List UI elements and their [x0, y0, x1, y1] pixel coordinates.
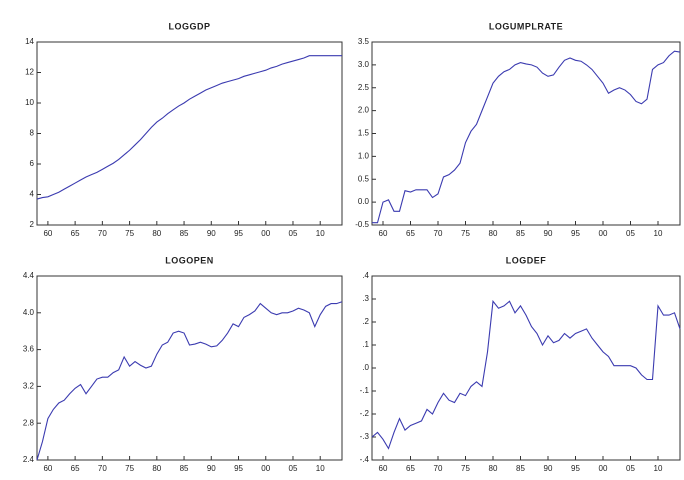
x-tick-label: 70: [434, 229, 443, 238]
x-tick-label: 85: [180, 229, 189, 238]
data-line: [371, 299, 681, 450]
chart-title: LOGUMPLRATE: [489, 21, 563, 31]
x-tick-label: 60: [43, 229, 52, 238]
y-tick-label: 2: [30, 220, 35, 229]
x-tick-label: 65: [71, 229, 80, 238]
x-tick-label: 85: [180, 464, 189, 473]
x-tick-label: 90: [544, 464, 553, 473]
data-line: [372, 50, 681, 224]
y-tick-label: 2.8: [23, 418, 35, 427]
y-tick-label: 4.4: [23, 271, 35, 280]
x-tick-label: 05: [626, 229, 635, 238]
x-tick-label: 10: [654, 229, 663, 238]
y-tick-label: 10: [25, 98, 34, 107]
x-tick-label: 00: [261, 229, 270, 238]
x-tick-label: 65: [406, 229, 415, 238]
y-tick-label: 4: [30, 190, 35, 199]
x-tick-label: 05: [626, 464, 635, 473]
plot-frame: [371, 275, 681, 461]
x-tick-label: 80: [152, 229, 161, 238]
x-tick-label: 10: [316, 229, 325, 238]
y-tick-label: 2.0: [358, 106, 370, 115]
x-tick-label: 05: [289, 229, 298, 238]
y-tick-label: 3.5: [358, 37, 370, 46]
y-tick-label: 1.5: [358, 129, 370, 138]
x-tick-label: 75: [461, 229, 470, 238]
x-tick-label: 95: [234, 464, 243, 473]
y-tick-label: 2.4: [23, 455, 35, 464]
plot-frame: [36, 275, 343, 461]
data-line: [36, 55, 342, 200]
y-tick-label: .1: [362, 340, 369, 349]
x-tick-label: 00: [599, 229, 608, 238]
x-tick-label: 85: [516, 464, 525, 473]
y-tick-label: -.4: [360, 455, 370, 464]
x-tick-label: 60: [379, 229, 388, 238]
y-tick-label: 4.0: [23, 308, 35, 317]
x-tick-label: 95: [571, 464, 580, 473]
chart-title: LOGOPEN: [165, 255, 214, 265]
chart-title: LOGGDP: [168, 21, 210, 31]
x-tick-label: 60: [379, 464, 388, 473]
x-tick-label: 90: [207, 464, 216, 473]
y-tick-label: -.2: [360, 409, 370, 418]
x-tick-label: 75: [461, 464, 470, 473]
x-tick-label: 00: [261, 464, 270, 473]
y-tick-label: .4: [362, 271, 369, 280]
y-tick-label: -.1: [360, 386, 370, 395]
x-tick-label: 95: [234, 229, 243, 238]
x-tick-label: 70: [434, 464, 443, 473]
y-tick-label: 12: [25, 68, 34, 77]
y-tick-label: .3: [362, 294, 369, 303]
y-tick-label: 3.2: [23, 382, 35, 391]
x-tick-label: 60: [43, 464, 52, 473]
y-tick-label: .2: [362, 317, 369, 326]
x-tick-label: 65: [406, 464, 415, 473]
y-tick-label: 0.5: [358, 174, 370, 183]
x-tick-label: 65: [71, 464, 80, 473]
x-tick-label: 70: [98, 464, 107, 473]
y-tick-label: 8: [30, 129, 35, 138]
x-tick-label: 90: [544, 229, 553, 238]
x-tick-label: 90: [207, 229, 216, 238]
x-tick-label: 80: [489, 229, 498, 238]
x-tick-label: 05: [289, 464, 298, 473]
y-tick-label: 1.0: [358, 151, 370, 160]
y-tick-label: 3.0: [358, 60, 370, 69]
plot-frame: [371, 41, 681, 226]
y-tick-label: .0: [362, 363, 369, 372]
x-tick-label: 85: [516, 229, 525, 238]
x-tick-label: 80: [152, 464, 161, 473]
x-tick-label: 70: [98, 229, 107, 238]
x-tick-label: 75: [125, 464, 134, 473]
x-tick-label: 10: [654, 464, 663, 473]
y-tick-label: 3.6: [23, 345, 35, 354]
y-tick-label: -0.5: [355, 220, 369, 229]
y-tick-label: 0.0: [358, 197, 370, 206]
x-tick-label: 95: [571, 229, 580, 238]
y-tick-label: 2.5: [358, 83, 370, 92]
x-tick-label: 75: [125, 229, 134, 238]
chart-title: LOGDEF: [506, 255, 547, 265]
x-tick-label: 80: [489, 464, 498, 473]
y-tick-label: 14: [25, 37, 34, 46]
plot-frame: [36, 41, 343, 226]
x-tick-label: 10: [316, 464, 325, 473]
y-tick-label: 6: [30, 159, 35, 168]
x-tick-label: 00: [599, 464, 608, 473]
data-line: [36, 301, 343, 461]
y-tick-label: -.3: [360, 432, 370, 441]
